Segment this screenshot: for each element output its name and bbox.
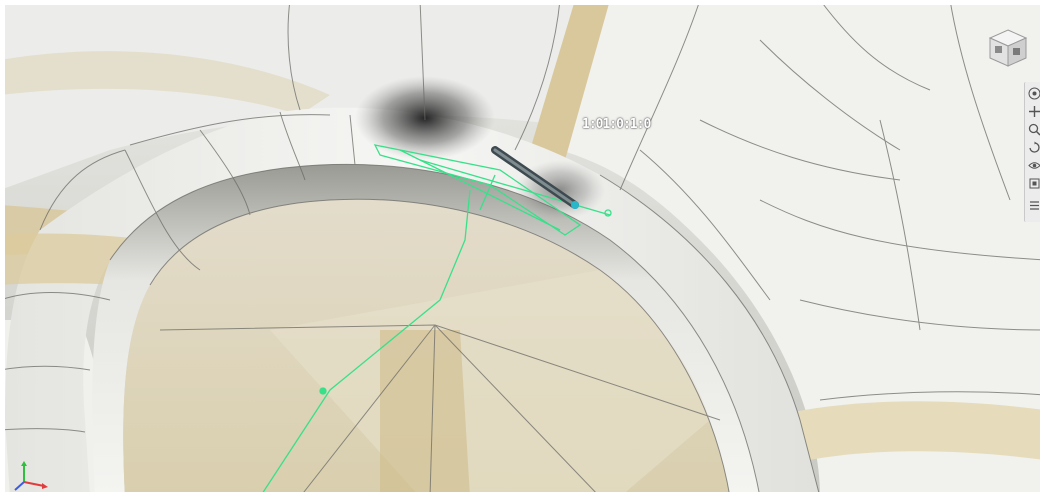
pan-icon[interactable] [1027,104,1042,119]
sketch-dimension-label: 1:01:0:1:0 [582,117,651,132]
settings-icon[interactable] [1027,198,1042,213]
zoom-icon[interactable] [1027,122,1042,137]
fit-view-icon[interactable] [1027,176,1042,191]
look-icon[interactable] [1027,158,1042,173]
view-cube-icon[interactable] [986,26,1030,70]
full-navigation-wheel-icon[interactable] [1027,86,1042,101]
navigation-bar [1024,82,1044,222]
axis-triad-icon [14,461,48,491]
orbit-icon[interactable] [1027,140,1042,155]
